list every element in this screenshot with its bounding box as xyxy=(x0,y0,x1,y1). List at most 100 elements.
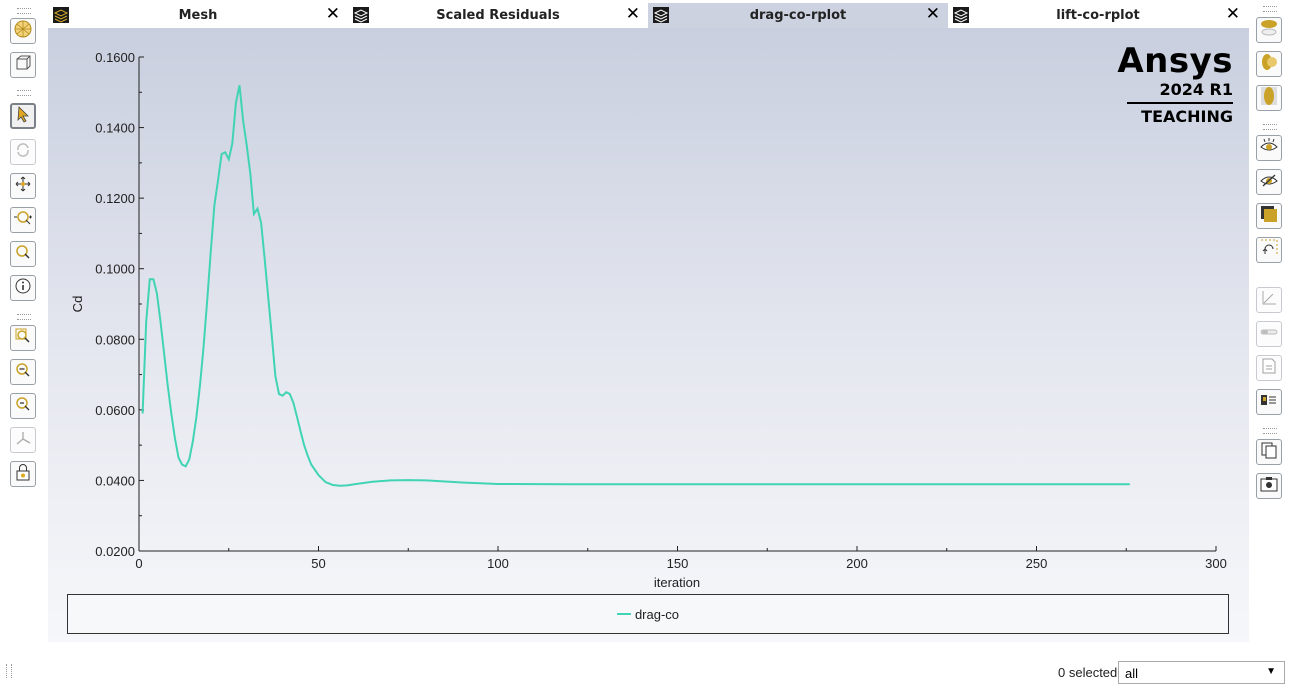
view-top-icon xyxy=(1259,86,1279,111)
y-tick-label: 0.0200 xyxy=(95,544,135,559)
annotate-button[interactable] xyxy=(1256,355,1282,381)
chart-axes xyxy=(138,57,1216,552)
zoom-out-box-icon xyxy=(14,361,32,384)
y-tick-label: 0.0600 xyxy=(95,403,135,418)
hide-button[interactable] xyxy=(1256,169,1282,195)
slider-button[interactable] xyxy=(1256,321,1282,347)
tab-mesh[interactable]: Mesh ✕ xyxy=(48,3,348,28)
rotate-button[interactable] xyxy=(10,139,36,165)
x-tick-label: 50 xyxy=(311,556,325,571)
probe-info-icon xyxy=(14,277,32,300)
selection-count: 0 selected xyxy=(1058,665,1118,680)
screenshot-button[interactable] xyxy=(1256,473,1282,499)
zoom-box-button[interactable] xyxy=(10,325,36,351)
tab-label: drag-co-rplot xyxy=(749,8,847,23)
tab-residuals-icon xyxy=(353,7,369,23)
x-tick-label: 250 xyxy=(1026,556,1048,571)
undo-view-icon xyxy=(1259,238,1279,263)
copy-button[interactable] xyxy=(1256,439,1282,465)
legend-icon xyxy=(1259,391,1279,414)
x-axis-label: iteration xyxy=(654,575,700,590)
probe-info-button[interactable] xyxy=(10,275,36,301)
x-tick-label: 100 xyxy=(487,556,509,571)
toolbar-grip[interactable] xyxy=(1263,124,1277,130)
color-button[interactable] xyxy=(1256,203,1282,229)
legend-swatch xyxy=(616,613,631,615)
series-line-drag-co xyxy=(141,85,1130,487)
logo-divider xyxy=(1127,102,1233,104)
zoom-in-out-button[interactable] xyxy=(10,207,36,233)
toolbar-grip[interactable] xyxy=(17,8,31,14)
tab-drag-co-rplot[interactable]: drag-co-rplot ✕ xyxy=(648,3,948,28)
toolbar-grip[interactable] xyxy=(17,90,31,96)
chevron-down-icon: ▼ xyxy=(1266,666,1276,677)
y-tick-label: 0.1200 xyxy=(95,191,135,206)
undo-view-button[interactable] xyxy=(1256,237,1282,263)
axes-button[interactable] xyxy=(10,427,36,453)
legend-label-drag-co: drag-co xyxy=(634,606,680,622)
logo-brand: Ansys xyxy=(1117,41,1233,81)
rotate-icon xyxy=(14,141,32,164)
plot-axes-icon xyxy=(1260,289,1278,312)
y-tick-label: 0.0800 xyxy=(95,332,135,347)
select-pointer-icon xyxy=(14,105,32,128)
tab-mesh-icon xyxy=(53,7,69,23)
x-tick-label: 200 xyxy=(846,556,868,571)
close-icon[interactable]: ✕ xyxy=(625,4,640,24)
close-icon[interactable]: ✕ xyxy=(925,4,940,24)
axes-icon xyxy=(14,429,32,452)
chart-legend[interactable]: drag-co xyxy=(67,594,1229,634)
zoom-in-out-icon xyxy=(13,209,33,232)
screenshot-icon xyxy=(1259,475,1279,498)
color-icon xyxy=(1259,204,1279,229)
lock-view-icon xyxy=(14,463,32,486)
zoom-out-box-button[interactable] xyxy=(10,359,36,385)
tab-label: lift-co-rplot xyxy=(1056,8,1140,23)
x-tick-label: 0 xyxy=(135,556,142,571)
view-top-button[interactable] xyxy=(1256,85,1282,111)
view-front-button[interactable] xyxy=(1256,17,1282,43)
view-iso-button[interactable] xyxy=(1256,51,1282,77)
ansys-logo: Ansys 2024 R1 TEACHING xyxy=(1117,42,1233,126)
show-icon xyxy=(1259,137,1279,160)
copy-icon xyxy=(1260,441,1278,464)
close-icon[interactable]: ✕ xyxy=(325,4,340,24)
zoom-to-fit-button[interactable] xyxy=(10,393,36,419)
selection-filter-value: all xyxy=(1125,666,1139,681)
select-pointer-button[interactable] xyxy=(10,103,36,129)
y-tick-label: 0.1600 xyxy=(95,50,135,65)
plot-area[interactable] xyxy=(48,28,1249,642)
lock-view-button[interactable] xyxy=(10,461,36,487)
tab-lift-co-rplot[interactable]: lift-co-rplot ✕ xyxy=(948,3,1248,28)
tab-lift-plot-icon xyxy=(953,7,969,23)
y-tick-label: 0.0400 xyxy=(95,473,135,488)
close-icon[interactable]: ✕ xyxy=(1225,4,1240,24)
y-tick-label: 0.1400 xyxy=(95,121,135,136)
tab-bar: Mesh ✕ Scaled Residuals ✕ drag-co-rplot … xyxy=(48,3,1249,28)
model-view-icon xyxy=(14,54,32,77)
zoom-box-icon xyxy=(14,327,32,350)
pan-icon xyxy=(14,175,32,198)
logo-edition: TEACHING xyxy=(1141,107,1233,126)
mesh-sphere-icon xyxy=(13,19,33,44)
zoom-to-fit-icon xyxy=(14,395,32,418)
legend-button[interactable] xyxy=(1256,389,1282,415)
plot-axes-button[interactable] xyxy=(1256,287,1282,313)
toolbar-grip[interactable] xyxy=(17,314,31,320)
tab-label: Scaled Residuals xyxy=(436,8,560,23)
view-front-icon xyxy=(1259,18,1279,43)
x-tick-label: 150 xyxy=(667,556,689,571)
tab-scaled-residuals[interactable]: Scaled Residuals ✕ xyxy=(348,3,648,28)
toolbar-grip[interactable] xyxy=(1263,6,1277,12)
logo-version: 2024 R1 xyxy=(1159,80,1233,99)
tab-label: Mesh xyxy=(178,8,218,23)
toolbar-grip[interactable] xyxy=(1263,428,1277,434)
zoom-button[interactable] xyxy=(10,241,36,267)
mesh-sphere-button[interactable] xyxy=(10,18,36,44)
model-view-button[interactable] xyxy=(10,52,36,78)
status-grip[interactable] xyxy=(6,664,12,678)
selection-filter-dropdown[interactable]: all ▼ xyxy=(1118,661,1285,684)
view-iso-icon xyxy=(1259,52,1279,77)
pan-button[interactable] xyxy=(10,173,36,199)
show-button[interactable] xyxy=(1256,135,1282,161)
